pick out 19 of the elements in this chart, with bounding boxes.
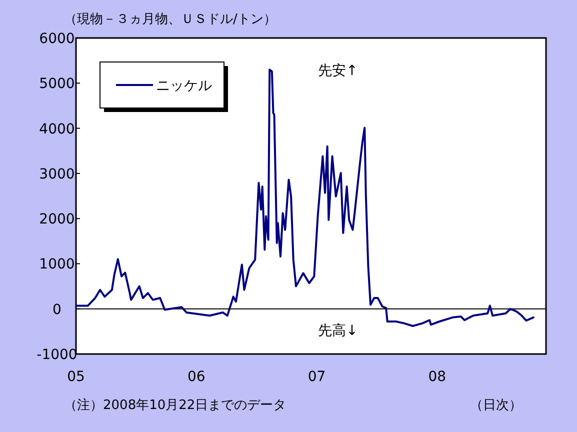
y-tick-label: 0 (52, 302, 62, 318)
legend-label: ニッケル (156, 78, 212, 94)
x-axis-title: （日次） (470, 398, 522, 413)
x-tick-label: 07 (308, 369, 326, 385)
x-tick-label: 06 (187, 369, 206, 385)
y-tick-label: 6000 (39, 31, 75, 47)
y-tick-label: 3000 (39, 166, 75, 182)
text: （注）2008年10月22日までのデータ (64, 398, 286, 413)
y-tick-label: 5000 (39, 76, 75, 92)
annotation: 先安↑ (318, 63, 358, 79)
y-tick-label: 1000 (39, 256, 75, 273)
y-tick-label: 4000 (39, 121, 75, 138)
x-tick-label: 08 (428, 369, 446, 385)
x-tick-label: 05 (67, 369, 85, 385)
y-tick-label: -1000 (36, 347, 78, 363)
legend: ニッケル (100, 62, 228, 112)
y-tick-label: 2000 (39, 212, 75, 228)
annotation: 先高↓ (318, 323, 358, 339)
y-axis-title: （現物－３ヵ月物、ＵＳドル/トン） (64, 12, 276, 27)
